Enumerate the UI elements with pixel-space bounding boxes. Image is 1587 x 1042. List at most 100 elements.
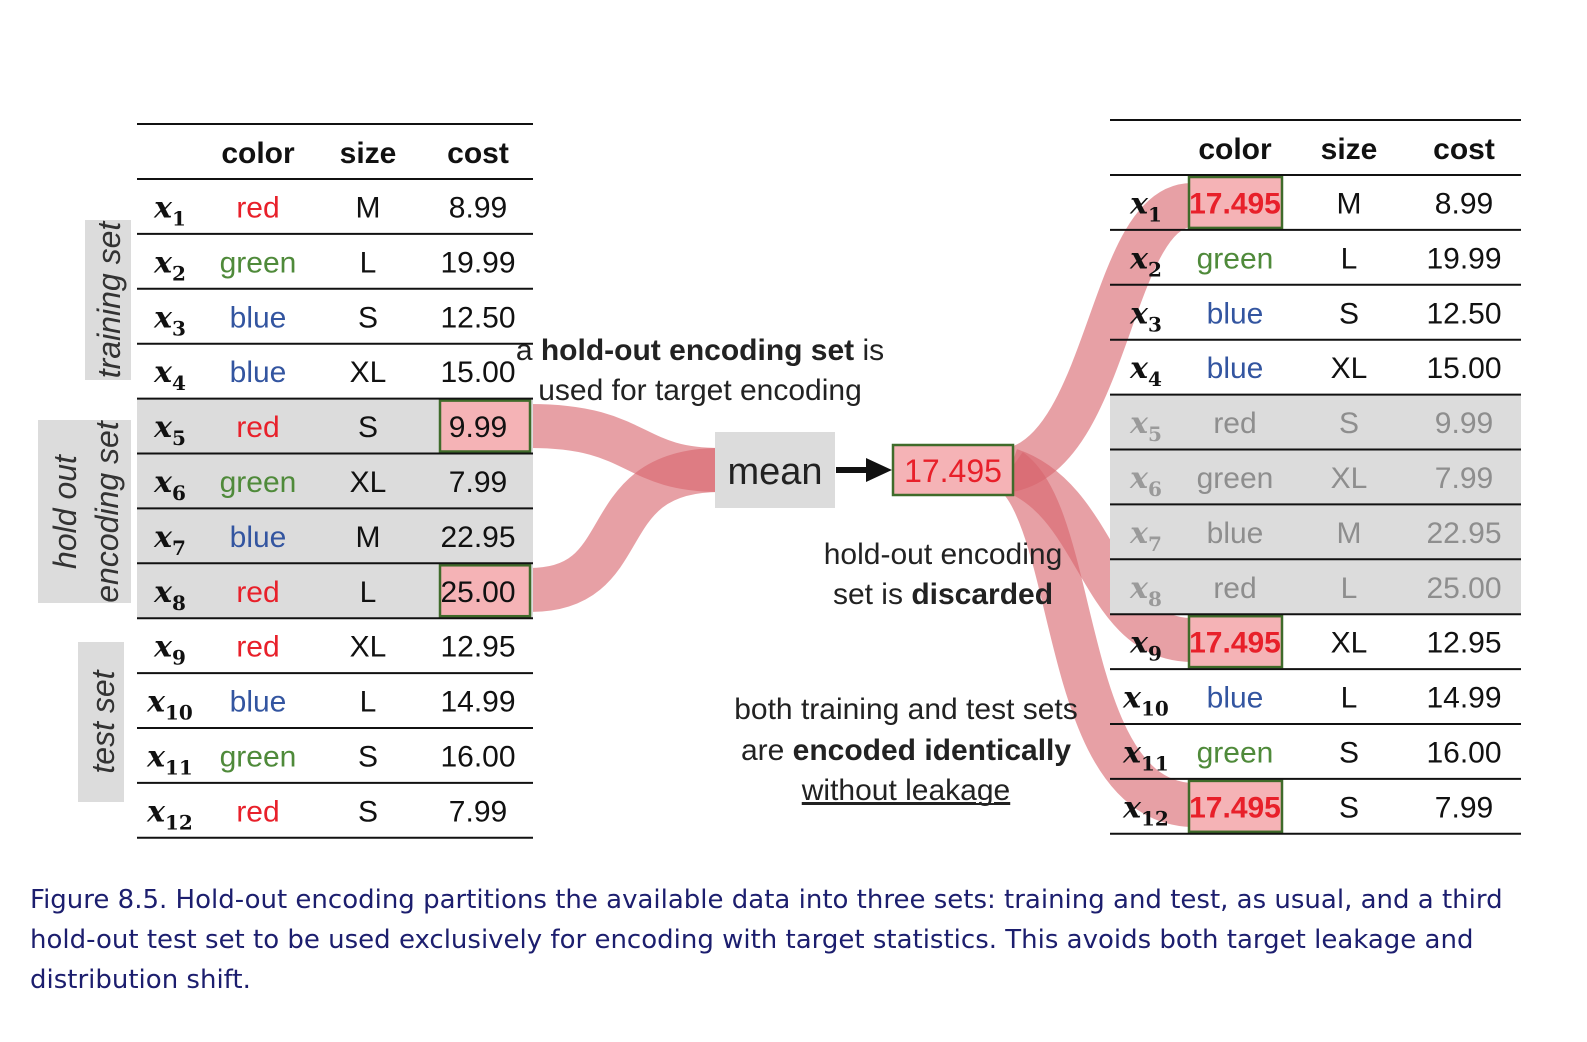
mean-value: 17.495: [904, 453, 1002, 489]
row-label-subscript: 10: [165, 701, 193, 725]
cell-color: 17.495: [1189, 627, 1281, 660]
cell-size: XL: [1331, 462, 1368, 495]
cell-color: red: [236, 576, 279, 609]
column-header-color: color: [1198, 133, 1272, 166]
flow-bands: [529, 183, 1195, 827]
row-label: x3: [153, 300, 186, 340]
cell-cost: 7.99: [449, 795, 507, 828]
shaded-row: [137, 508, 533, 564]
row-label-subscript: 6: [172, 481, 186, 505]
mean-label: mean: [727, 451, 822, 493]
cell-size: M: [1337, 517, 1362, 550]
cell-cost: 12.50: [440, 301, 515, 334]
cell-size: XL: [350, 631, 387, 664]
cell-cost: 7.99: [449, 466, 507, 499]
row-label: x11: [1122, 735, 1169, 775]
row-label-subscript: 9: [1148, 642, 1162, 666]
discarded-segment: set is: [833, 578, 911, 611]
cell-color: red: [236, 191, 279, 224]
cell-color: green: [1197, 242, 1274, 275]
highlight-cell: [1187, 614, 1284, 669]
cell-color: blue: [1207, 517, 1264, 550]
column-header-size: size: [340, 137, 397, 170]
cell-size: L: [1341, 242, 1358, 275]
row-label-subscript: 2: [1148, 257, 1162, 281]
row-label-subscript: 7: [172, 536, 186, 560]
cell-size: XL: [350, 356, 387, 389]
cell-cost: 8.99: [449, 191, 507, 224]
mean-value-box: [891, 443, 1015, 497]
holdout-used-segment: hold-out encoding set: [541, 334, 854, 367]
column-header-cost: cost: [1433, 133, 1495, 166]
shaded-row: [1110, 504, 1521, 560]
cell-cost: 22.95: [440, 521, 515, 554]
row-label-subscript: 8: [1148, 587, 1162, 611]
cell-size: S: [1339, 791, 1359, 824]
figure-caption: Figure 8.5. Hold-out encoding partitions…: [30, 880, 1560, 1000]
row-label: x2: [1129, 241, 1162, 281]
column-header-cost: cost: [447, 137, 509, 170]
cell-color: blue: [1207, 352, 1264, 385]
row-label: x10: [146, 685, 193, 725]
cell-color: green: [1197, 462, 1274, 495]
highlight-cell: [1187, 779, 1284, 834]
holdout-set-label-line1: hold out: [47, 454, 83, 569]
cell-cost: 22.95: [1426, 517, 1501, 550]
highlight-cell: [1187, 175, 1284, 230]
row-label: x10: [1122, 681, 1169, 721]
cell-size: L: [360, 576, 377, 609]
cell-size: M: [356, 191, 381, 224]
cell-size: XL: [1331, 627, 1368, 660]
row-label-subscript: 5: [172, 426, 186, 450]
cell-cost: 12.95: [440, 631, 515, 664]
training-set-label: training set: [91, 221, 127, 379]
mean-box: [715, 432, 835, 508]
cell-color: red: [236, 411, 279, 444]
both-line3: without leakage: [801, 774, 1010, 807]
row-label-subscript: 6: [1148, 477, 1162, 501]
row-label-subscript: 9: [172, 646, 186, 670]
cell-size: S: [358, 740, 378, 773]
discarded-line2: set is discarded: [833, 578, 1053, 611]
row-label: x1: [1129, 186, 1162, 226]
holdout-set-tab: [38, 420, 131, 603]
test-set-tab: [78, 642, 124, 802]
holdout-set-label-line2: encoding set: [89, 420, 125, 603]
set-labels: training set hold out encoding set test set: [38, 220, 131, 802]
row-label-subscript: 11: [165, 755, 193, 779]
cell-cost: 19.99: [440, 246, 515, 279]
cell-color: blue: [1207, 297, 1264, 330]
cell-color: blue: [1207, 682, 1264, 715]
cell-color: green: [220, 466, 297, 499]
cell-color: green: [220, 740, 297, 773]
training-set-tab: [85, 220, 131, 380]
cell-cost: 15.00: [1426, 352, 1501, 385]
both-line2: are encoded identically: [741, 734, 1071, 767]
flow-band-x8-to-mean: [529, 448, 721, 612]
row-label-subscript: 4: [172, 371, 186, 395]
cell-cost: 9.99: [449, 411, 507, 444]
holdout-used-line1: a hold-out encoding set is: [516, 334, 884, 367]
row-label-subscript: 4: [1148, 367, 1162, 391]
row-label-subscript: 10: [1141, 697, 1169, 721]
shaded-row: [1110, 394, 1521, 450]
row-label: x1: [153, 190, 186, 230]
cell-size: S: [1339, 297, 1359, 330]
cell-cost: 12.95: [1426, 627, 1501, 660]
shaded-row: [137, 453, 533, 509]
cell-color: blue: [230, 521, 287, 554]
cell-size: S: [358, 301, 378, 334]
caption-text: Figure 8.5. Hold-out encoding partitions…: [30, 885, 1503, 995]
cell-cost: 9.99: [1435, 407, 1493, 440]
cell-size: S: [1339, 736, 1359, 769]
column-header-size: size: [1321, 133, 1378, 166]
cell-color: green: [1197, 736, 1274, 769]
cell-color: red: [1213, 407, 1256, 440]
flow-band-to-x12: [995, 452, 1195, 827]
flow-band-to-x1: [1003, 183, 1195, 492]
cell-cost: 19.99: [1426, 242, 1501, 275]
column-header-color: color: [221, 137, 295, 170]
row-label-subscript: 8: [172, 591, 186, 615]
